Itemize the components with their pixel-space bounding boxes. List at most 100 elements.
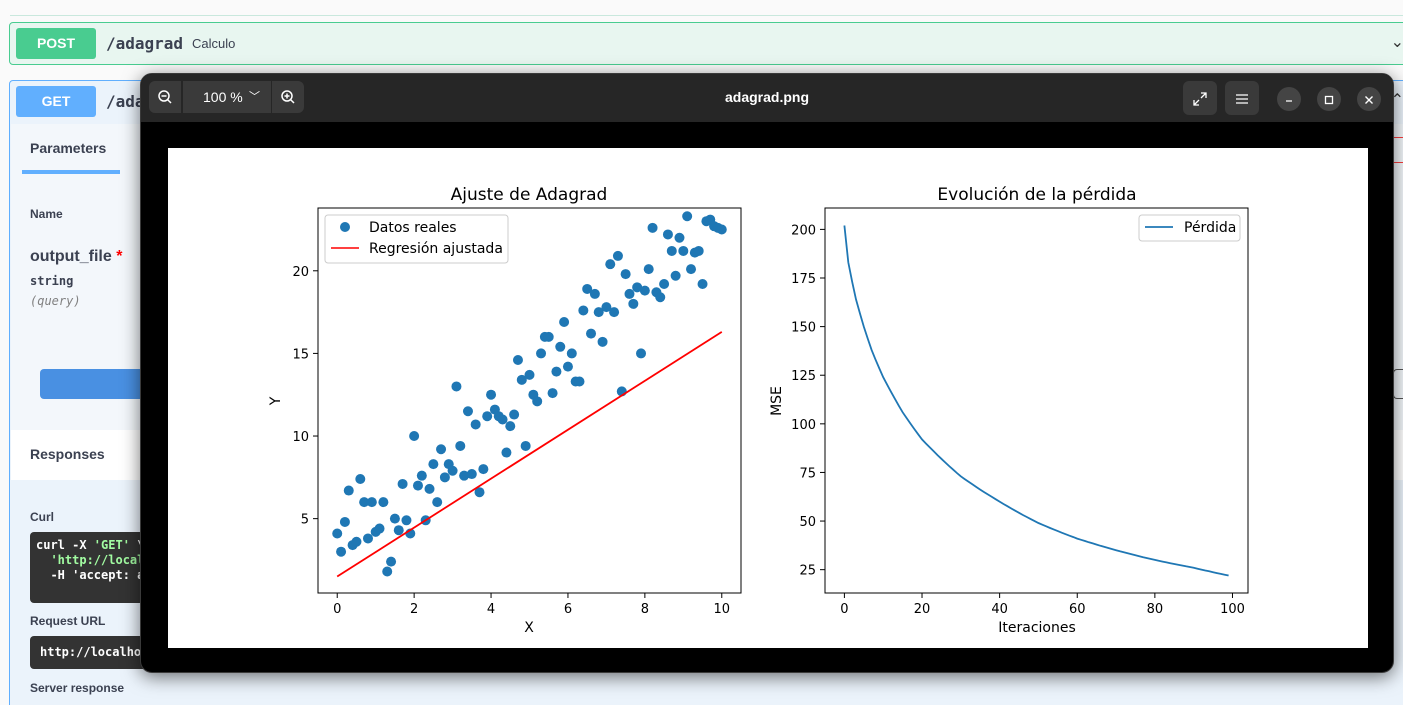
curl-line-3: -H 'accept: a	[36, 568, 145, 582]
viewer-headerbar[interactable]: 100 % ﹀ adagrad.png	[141, 74, 1393, 122]
data-point	[697, 279, 708, 290]
data-point	[478, 464, 489, 475]
legend-box	[324, 214, 509, 264]
zoom-in-button[interactable]	[272, 81, 304, 113]
data-point	[574, 376, 585, 387]
data-point	[666, 245, 677, 256]
data-point	[682, 211, 693, 222]
x-tick-label: 8	[641, 602, 649, 617]
zoom-in-icon	[281, 90, 295, 104]
legend-marker-scatter	[340, 222, 350, 232]
data-point	[636, 348, 647, 359]
data-point	[532, 396, 543, 407]
data-point	[693, 245, 704, 256]
maximize-button[interactable]	[1317, 87, 1341, 111]
y-tick-label: 25	[799, 564, 816, 579]
minimize-icon	[1286, 100, 1292, 102]
divider	[10, 15, 1403, 16]
data-point	[386, 556, 397, 567]
data-point	[389, 513, 400, 524]
data-point	[536, 348, 547, 359]
param-location: (query)	[30, 294, 81, 308]
data-point	[397, 478, 408, 489]
data-point	[674, 232, 685, 243]
legend-label: Pérdida	[1184, 220, 1236, 236]
data-point	[393, 525, 404, 536]
data-point	[336, 546, 347, 557]
data-point	[628, 298, 639, 309]
data-point	[647, 222, 658, 233]
tab-parameters[interactable]: Parameters	[30, 140, 107, 156]
operation-post-adagrad[interactable]: POST /adagrad Calculo ⌄	[9, 22, 1403, 65]
clear-button[interactable]	[1393, 369, 1403, 399]
data-point	[524, 369, 535, 380]
x-tick-label: 100	[1220, 602, 1245, 617]
fullscreen-button[interactable]	[1183, 81, 1217, 115]
x-tick-label: 80	[1147, 602, 1164, 617]
data-point	[655, 292, 666, 303]
curl-label: Curl	[30, 510, 54, 524]
data-point	[716, 224, 727, 235]
x-tick-label: 10	[713, 602, 730, 617]
data-point	[374, 523, 385, 534]
data-point	[512, 355, 523, 366]
data-point	[543, 331, 554, 342]
main-menu-button[interactable]	[1225, 81, 1259, 115]
data-point	[332, 528, 343, 539]
data-point	[362, 533, 373, 544]
curl-method: 'GET'	[93, 538, 130, 552]
x-tick-label: 0	[840, 602, 848, 617]
param-name-text: output_file	[30, 248, 112, 265]
data-point	[509, 409, 520, 420]
name-column-header: Name	[30, 207, 63, 221]
zoom-out-button[interactable]	[149, 81, 181, 113]
data-point	[578, 305, 589, 316]
minimize-button[interactable]	[1277, 87, 1301, 111]
chevron-down-icon[interactable]: ⌄	[1390, 34, 1403, 51]
data-point	[612, 250, 623, 261]
tab-active-indicator	[22, 170, 120, 174]
required-indicator-line	[1391, 162, 1403, 163]
data-point	[343, 485, 354, 496]
y-tick-label: 150	[791, 321, 816, 336]
data-point	[620, 269, 631, 280]
operation-path-get: /ada	[106, 92, 145, 111]
x-tick-label: 0	[333, 602, 341, 617]
data-point	[678, 245, 689, 256]
data-point	[643, 264, 654, 275]
data-point	[559, 317, 570, 328]
legend-label: Regresión ajustada	[369, 241, 503, 257]
data-point	[582, 283, 593, 294]
image-canvas: Ajuste de Adagrad 0 2 4 6 8 10 5 10 15 20 X Y Dat…	[168, 148, 1368, 648]
request-url-label: Request URL	[30, 614, 106, 628]
y-axis-label: Y	[268, 396, 284, 406]
y-tick-label: 15	[292, 347, 309, 362]
close-button[interactable]	[1357, 87, 1381, 111]
y-tick-label: 20	[292, 265, 309, 280]
data-point	[482, 411, 493, 422]
data-point	[562, 361, 573, 372]
data-point	[378, 497, 389, 508]
image-viewer-window[interactable]: 100 % ﹀ adagrad.png Aj	[140, 73, 1394, 673]
legend-box	[1138, 214, 1241, 242]
x-tick-label: 4	[487, 602, 495, 617]
x-tick-label: 20	[914, 602, 931, 617]
data-point	[366, 497, 377, 508]
series-line	[336, 331, 723, 578]
window-title: adagrad.png	[724, 89, 809, 105]
data-point	[462, 406, 473, 417]
data-point	[466, 469, 477, 480]
data-point	[474, 487, 485, 498]
data-point	[586, 328, 597, 339]
zoom-level-dropdown[interactable]: 100 % ﹀	[183, 81, 271, 113]
data-point	[486, 389, 497, 400]
param-name: output_file *	[30, 248, 122, 266]
method-badge-post: POST	[16, 28, 96, 59]
data-point	[659, 279, 670, 290]
request-url-value[interactable]: http://localho	[30, 636, 160, 669]
chart-title: Ajuste de Adagrad	[451, 185, 608, 205]
data-point	[401, 515, 412, 526]
x-tick-label: 6	[564, 602, 572, 617]
y-tick-label: 50	[799, 515, 816, 530]
data-point	[609, 307, 620, 318]
